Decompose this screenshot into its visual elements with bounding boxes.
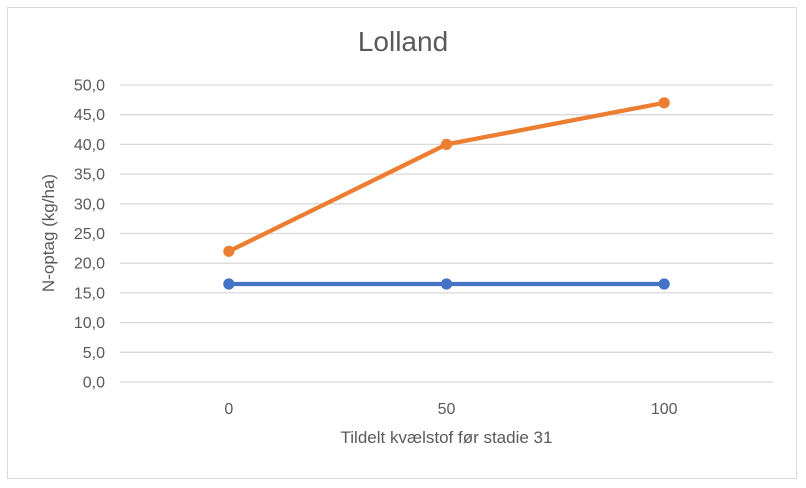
x-axis-title: Tildelt kvælstof før stadie 31 — [340, 428, 553, 447]
y-tick-label: 0,0 — [83, 375, 105, 392]
y-tick-label: 45,0 — [74, 107, 105, 124]
orange-series-marker — [658, 97, 670, 109]
blue-series-marker — [440, 278, 453, 290]
x-tick-label: 0 — [224, 401, 233, 418]
y-tick-label: 30,0 — [74, 196, 105, 213]
y-tick-label: 20,0 — [74, 256, 105, 273]
orange-series-marker — [223, 245, 235, 257]
x-tick-label: 100 — [651, 401, 678, 418]
y-tick-label: 5,0 — [83, 345, 105, 362]
chart-title: Lolland — [357, 26, 449, 57]
y-tick-label: 35,0 — [74, 167, 105, 184]
orange-series-line — [226, 100, 667, 254]
y-tick-label: 10,0 — [74, 315, 105, 332]
blue-series-marker — [223, 278, 235, 290]
blue-series-marker — [658, 278, 670, 290]
y-tick-label: 25,0 — [74, 226, 105, 243]
x-tick-label: 50 — [438, 401, 456, 418]
y-tick-label: 15,0 — [74, 285, 105, 302]
orange-series-marker — [440, 138, 453, 150]
chart-frame — [7, 7, 797, 479]
y-tick-label: 40,0 — [74, 137, 105, 154]
y-tick-label: 50,0 — [74, 78, 105, 95]
